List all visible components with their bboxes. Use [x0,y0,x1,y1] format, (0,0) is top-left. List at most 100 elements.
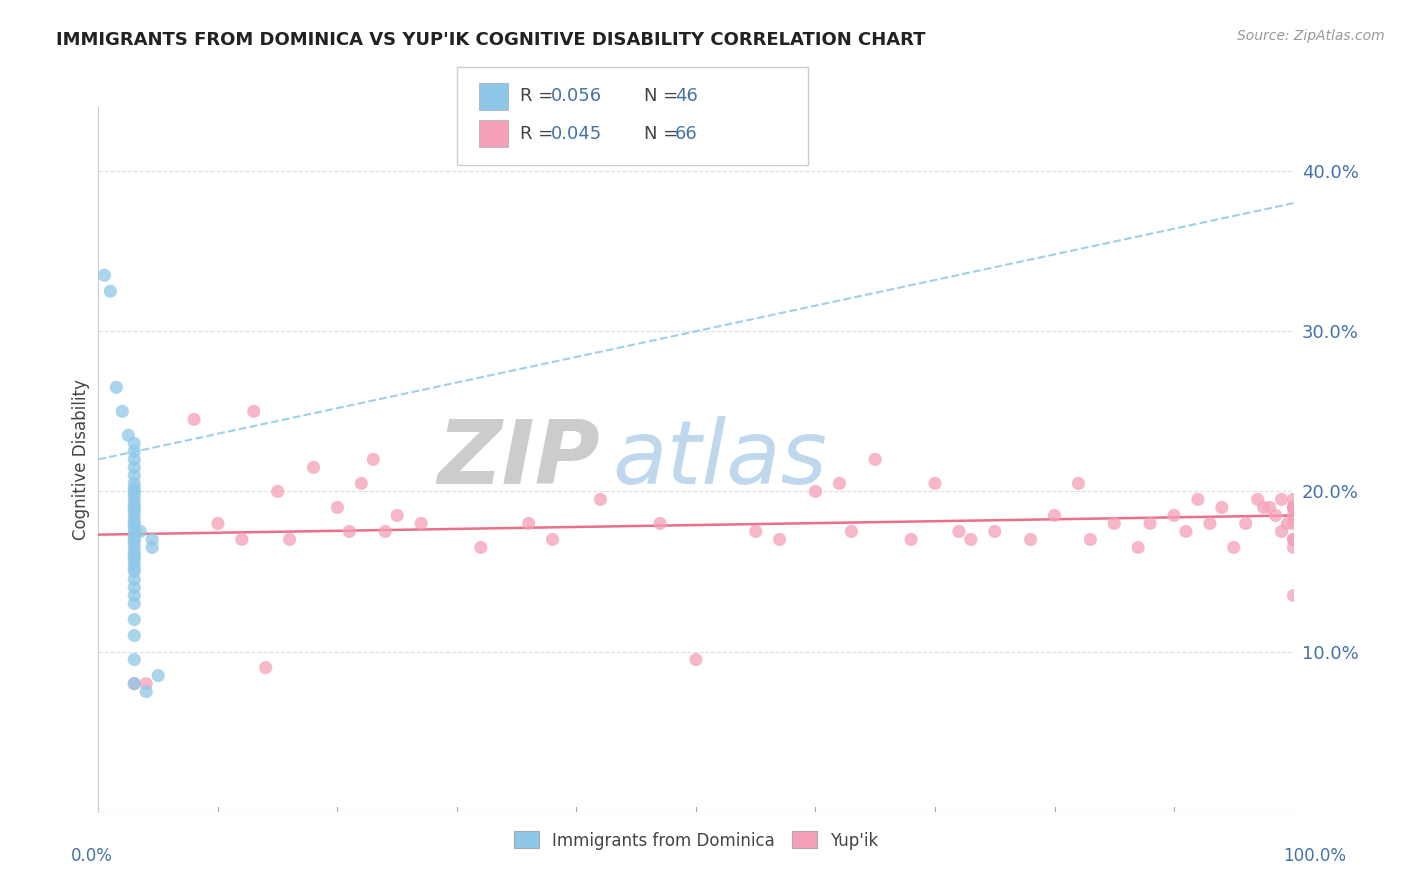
Point [1282,516,1305,531]
Point [124,652,146,666]
Point [243,404,266,418]
Point [124,589,146,603]
Point [841,524,863,539]
Point [124,613,146,627]
Point [924,476,946,491]
Point [124,481,146,495]
Text: IMMIGRANTS FROM DOMINICA VS YUP'IK COGNITIVE DISABILITY CORRELATION CHART: IMMIGRANTS FROM DOMINICA VS YUP'IK COGNI… [56,31,925,49]
Point [124,529,146,543]
Point [650,516,672,531]
Text: 0.0%: 0.0% [70,847,112,864]
Point [1163,508,1185,523]
Y-axis label: Cognitive Disability: Cognitive Disability [72,379,90,540]
Point [411,516,433,531]
Point [326,500,349,515]
Point [124,460,146,475]
Point [1234,516,1257,531]
Point [124,476,146,491]
Point [124,545,146,559]
Point [1175,524,1198,539]
Point [339,524,361,539]
Point [1258,500,1281,515]
Point [124,557,146,571]
Point [745,524,768,539]
Point [1067,476,1090,491]
Point [1253,500,1275,515]
Point [1211,500,1233,515]
Point [1187,492,1209,507]
Text: N =: N = [644,125,683,143]
Point [1282,500,1305,515]
Point [1282,500,1305,515]
Point [865,452,887,467]
Point [541,533,564,547]
Point [124,597,146,611]
Point [124,492,146,507]
Point [231,533,253,547]
Point [1080,533,1102,547]
Point [124,436,146,450]
Point [1199,516,1222,531]
Point [1282,533,1305,547]
Point [1271,492,1294,507]
Point [1282,492,1305,507]
Point [135,676,157,690]
Point [1264,508,1286,523]
Point [124,500,146,515]
Point [1282,541,1305,555]
Point [124,533,146,547]
Point [948,524,970,539]
Point [141,533,163,547]
Point [124,508,146,523]
Text: R =: R = [520,87,560,105]
Point [302,460,325,475]
Point [124,549,146,563]
Point [129,524,152,539]
Point [124,524,146,539]
Point [278,533,301,547]
Point [1282,500,1305,515]
Point [124,516,146,531]
Point [385,508,409,523]
Text: 100.0%: 100.0% [1284,847,1346,864]
Point [124,541,146,555]
Point [1282,533,1305,547]
Point [124,628,146,642]
Point [93,268,115,283]
Point [363,452,385,467]
Point [124,484,146,499]
Point [207,516,229,531]
Point [1043,508,1066,523]
Point [124,535,146,549]
Point [124,676,146,690]
Point [1271,524,1294,539]
Point [124,444,146,458]
Point [124,561,146,575]
Point [124,581,146,595]
Text: N =: N = [644,87,683,105]
Point [984,524,1007,539]
Point [1247,492,1270,507]
Point [685,652,707,666]
Text: 0.056: 0.056 [551,87,602,105]
Point [900,533,922,547]
Point [98,284,122,298]
Point [1128,541,1150,555]
Point [124,497,146,511]
Text: R =: R = [520,125,560,143]
Point [117,428,139,442]
Point [124,551,146,566]
Text: 66: 66 [675,125,697,143]
Point [124,676,146,690]
Point [105,380,128,394]
Point [1282,508,1305,523]
Point [124,513,146,527]
Point [374,524,396,539]
Point [769,533,792,547]
Point [135,684,157,698]
Text: atlas: atlas [613,417,827,502]
Point [828,476,851,491]
Text: Source: ZipAtlas.com: Source: ZipAtlas.com [1237,29,1385,43]
Point [1277,516,1299,531]
Text: 0.045: 0.045 [551,125,602,143]
